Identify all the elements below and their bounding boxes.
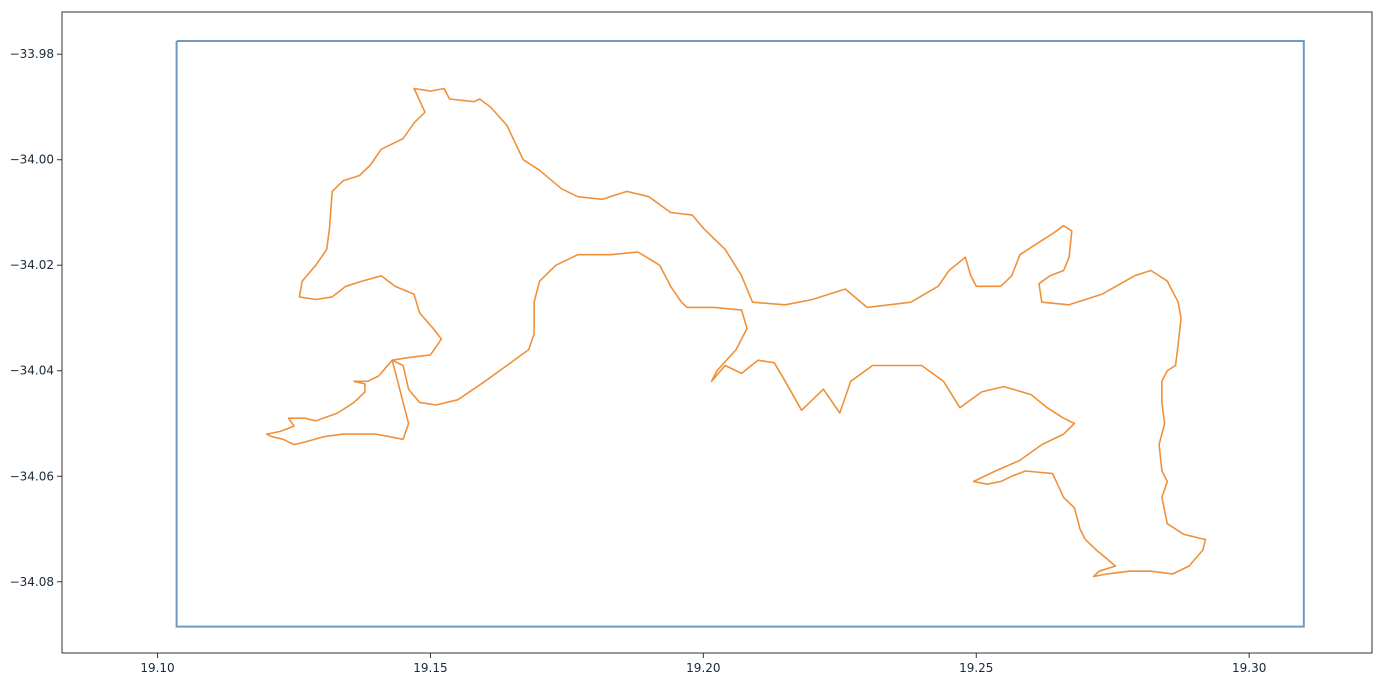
plot-area xyxy=(175,40,1305,628)
y-tick-label: −34.04 xyxy=(10,364,54,378)
y-tick-label: −34.00 xyxy=(10,153,54,167)
x-tick-label: 19.10 xyxy=(140,661,174,675)
y-axis: −33.98 −34.00 −34.02 −34.04 −34.06 −34.08 xyxy=(10,47,62,589)
y-tick-label: −33.98 xyxy=(10,47,54,61)
series-line-outline-2 xyxy=(265,359,410,446)
axes-frame xyxy=(61,11,1373,654)
x-tick-label: 19.20 xyxy=(686,661,720,675)
x-tick-label: 19.25 xyxy=(959,661,993,675)
series-line-bbox xyxy=(175,40,1305,628)
x-tick-label: 19.15 xyxy=(413,661,447,675)
x-axis: 19.10 19.15 19.20 19.25 19.30 xyxy=(140,653,1266,675)
y-tick-label: −34.02 xyxy=(10,258,54,272)
y-tick-label: −34.06 xyxy=(10,469,54,483)
x-tick-label: 19.30 xyxy=(1232,661,1266,675)
series-line-outline-1 xyxy=(298,87,1207,578)
y-tick-label: −34.08 xyxy=(10,575,54,589)
